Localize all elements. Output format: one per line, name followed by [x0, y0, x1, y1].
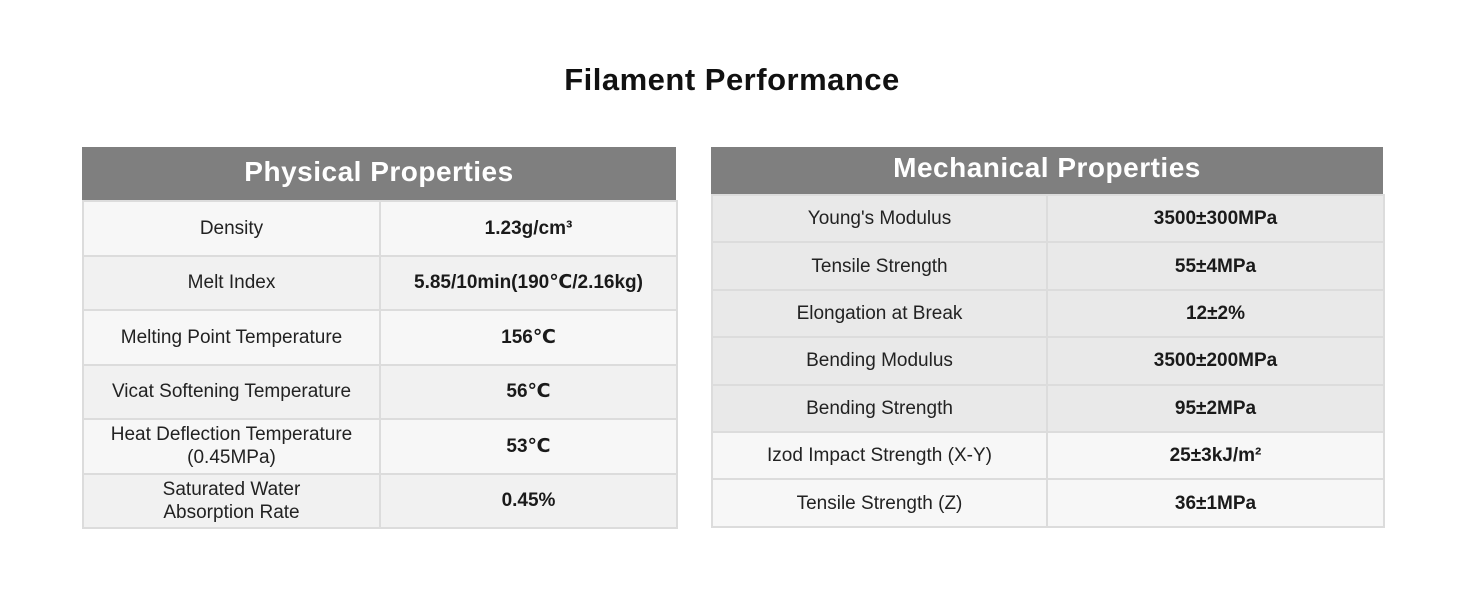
- table-row: Bending Strength 95±2MPa: [711, 383, 1385, 433]
- table-row: Tensile Strength 55±4MPa: [711, 241, 1385, 291]
- mechanical-properties-header: Mechanical Properties: [711, 147, 1383, 194]
- property-value: 3500±300MPa: [1046, 193, 1385, 244]
- property-label: Saturated Water Absorption Rate: [82, 472, 381, 529]
- table-row: Melt Index 5.85/10min(190℃/2.16kg): [82, 254, 678, 311]
- property-label: Tensile Strength (Z): [711, 478, 1048, 528]
- physical-properties-header: Physical Properties: [82, 147, 676, 200]
- property-label: Heat Deflection Temperature (0.45MPa): [82, 418, 381, 475]
- physical-properties-panel: Physical Properties Density 1.23g/cm³ Me…: [82, 147, 678, 529]
- table-row: Saturated Water Absorption Rate 0.45%: [82, 472, 678, 529]
- property-label: Melt Index: [82, 254, 381, 311]
- property-value: 36±1MPa: [1046, 478, 1385, 528]
- physical-properties-table: Density 1.23g/cm³ Melt Index 5.85/10min(…: [82, 200, 678, 529]
- property-value: 3500±200MPa: [1046, 336, 1385, 386]
- property-value: 25±3kJ/m²: [1046, 430, 1385, 481]
- property-value: 1.23g/cm³: [379, 200, 678, 257]
- property-value: 156℃: [379, 309, 678, 366]
- table-row: Vicat Softening Temperature 56℃: [82, 363, 678, 420]
- property-label: Tensile Strength: [711, 241, 1048, 291]
- page-title: Filament Performance: [564, 62, 900, 97]
- property-label: Melting Point Temperature: [82, 309, 381, 366]
- property-value: 0.45%: [379, 472, 678, 529]
- property-value: 5.85/10min(190℃/2.16kg): [379, 254, 678, 311]
- property-label: Vicat Softening Temperature: [82, 363, 381, 420]
- table-row: Density 1.23g/cm³: [82, 200, 678, 257]
- property-value: 53℃: [379, 418, 678, 475]
- table-row: Heat Deflection Temperature (0.45MPa) 53℃: [82, 418, 678, 475]
- table-row: Melting Point Temperature 156℃: [82, 309, 678, 366]
- table-row: Tensile Strength (Z) 36±1MPa: [711, 478, 1385, 528]
- table-row: Elongation at Break 12±2%: [711, 288, 1385, 339]
- property-label: Bending Modulus: [711, 336, 1048, 386]
- mechanical-properties-panel: Mechanical Properties Young's Modulus 35…: [711, 147, 1385, 528]
- table-row: Izod Impact Strength (X-Y) 25±3kJ/m²: [711, 430, 1385, 481]
- property-value: 55±4MPa: [1046, 241, 1385, 291]
- property-value: 95±2MPa: [1046, 383, 1385, 433]
- property-label: Bending Strength: [711, 383, 1048, 433]
- property-label: Elongation at Break: [711, 288, 1048, 339]
- property-value: 12±2%: [1046, 288, 1385, 339]
- property-label: Izod Impact Strength (X-Y): [711, 430, 1048, 481]
- property-label: Density: [82, 200, 381, 257]
- property-value: 56℃: [379, 363, 678, 420]
- table-row: Young's Modulus 3500±300MPa: [711, 193, 1385, 244]
- table-row: Bending Modulus 3500±200MPa: [711, 336, 1385, 386]
- property-label: Young's Modulus: [711, 193, 1048, 244]
- mechanical-properties-table: Young's Modulus 3500±300MPa Tensile Stre…: [711, 193, 1385, 528]
